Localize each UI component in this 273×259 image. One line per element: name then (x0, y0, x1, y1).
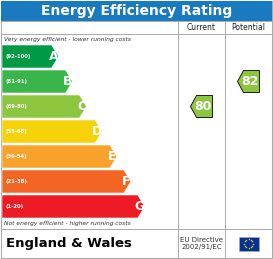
Text: D: D (92, 125, 102, 138)
Polygon shape (2, 145, 117, 168)
Polygon shape (2, 120, 102, 143)
Polygon shape (2, 195, 145, 218)
Text: (1-20): (1-20) (5, 204, 23, 209)
Text: England & Wales: England & Wales (6, 237, 132, 250)
Text: C: C (77, 100, 86, 113)
Text: Potential: Potential (232, 23, 266, 32)
Text: Energy Efficiency Rating: Energy Efficiency Rating (41, 4, 232, 18)
Text: F: F (122, 175, 130, 188)
Polygon shape (238, 70, 260, 92)
Text: (21-38): (21-38) (5, 179, 27, 184)
Text: Current: Current (187, 23, 216, 32)
Text: EU Directive: EU Directive (180, 236, 223, 242)
Text: 2002/91/EC: 2002/91/EC (181, 244, 222, 250)
Text: Not energy efficient - higher running costs: Not energy efficient - higher running co… (4, 221, 131, 227)
Text: B: B (63, 75, 72, 88)
Polygon shape (2, 95, 87, 118)
Polygon shape (2, 170, 131, 193)
Text: E: E (108, 150, 116, 163)
Bar (239, 236, 259, 250)
Text: G: G (135, 200, 145, 213)
Text: (81-91): (81-91) (5, 79, 27, 84)
Text: (39-54): (39-54) (5, 154, 27, 159)
Polygon shape (2, 70, 73, 93)
Text: A: A (49, 50, 58, 63)
Text: (55-68): (55-68) (5, 129, 27, 134)
Text: (92-100): (92-100) (5, 54, 30, 59)
Text: Very energy efficient - lower running costs: Very energy efficient - lower running co… (4, 37, 131, 41)
Bar (1, 1, 272, 21)
Polygon shape (191, 96, 212, 118)
Text: 82: 82 (241, 75, 258, 88)
Text: (69-80): (69-80) (5, 104, 27, 109)
Text: 80: 80 (194, 100, 211, 113)
Polygon shape (2, 45, 59, 68)
